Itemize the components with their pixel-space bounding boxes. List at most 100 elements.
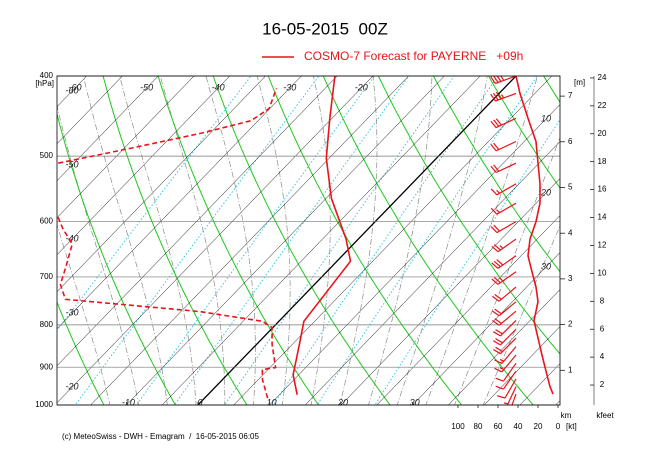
wind-barb (491, 238, 517, 253)
isotherm-label: -60 (65, 86, 78, 96)
kfeet-tick-label: 24 (598, 73, 607, 82)
wind-tick-label: 0 (556, 422, 561, 431)
kfeet-tick-label: 12 (598, 241, 607, 250)
isotherm (412, 252, 560, 405)
isotherm (197, 76, 517, 405)
wind-barb (491, 255, 517, 269)
wind-barb (494, 354, 517, 373)
wind-barb (492, 337, 517, 355)
temperature-line (292, 76, 352, 395)
moist-adiabat (57, 223, 111, 405)
wind-barb (492, 319, 517, 337)
moist-adiabat (368, 76, 433, 405)
mixing-ratio-line (316, 76, 538, 405)
isotherm-label: -60 (69, 82, 82, 92)
x-tick-label: 20 (337, 397, 348, 407)
moist-adiabat (205, 76, 256, 405)
x-tick-label: 0 (197, 397, 202, 407)
wind-barb (490, 221, 517, 234)
footer: (c) MeteoSwiss - DWH - Emagram / 16-05-2… (62, 432, 260, 441)
isotherm-label: -50 (65, 160, 78, 170)
isotherm-label: -30 (65, 308, 78, 318)
isotherm (57, 76, 374, 404)
kfeet-tick-label: 22 (598, 101, 607, 110)
x-tick-label: -10 (122, 397, 135, 407)
isotherm (57, 76, 159, 182)
wind-unit: [kt] (566, 422, 577, 431)
isotherm (126, 76, 445, 405)
wind-tick-label: 60 (494, 422, 503, 431)
wind-barb (490, 162, 517, 174)
isotherm (57, 76, 123, 145)
kfeet-tick-label: 20 (598, 129, 607, 138)
wind-barb (490, 202, 517, 215)
isotherm (161, 76, 481, 405)
isotherm (376, 215, 560, 405)
wind-barb (494, 346, 517, 365)
wind-barb (490, 183, 517, 196)
moist-adiabat (83, 76, 168, 405)
isotherm-label: 10 (541, 113, 551, 123)
dry-adiabat (212, 76, 391, 405)
kfeet-tick-label: 16 (598, 185, 607, 194)
wind-barb (490, 76, 517, 85)
thermo-diagram-lines (57, 76, 560, 405)
isotherm-label: -40 (212, 82, 225, 92)
km-tick-label: 1 (568, 365, 573, 374)
wind-barb (492, 301, 517, 317)
isotherm-label: -20 (65, 382, 78, 392)
mixing-ratio-line (223, 76, 455, 405)
dry-adiabat (57, 111, 176, 405)
isotherm (57, 76, 302, 330)
kfeet-tick-label: 8 (600, 296, 605, 305)
height-axis-label: [m] (574, 78, 585, 87)
isotherm (483, 326, 560, 405)
y-tick-label: 600 (40, 217, 54, 226)
plot-frame (56, 75, 561, 406)
isotherm (340, 178, 560, 405)
isotherm (269, 104, 560, 405)
moist-adiabat (454, 136, 560, 405)
dry-adiabat (267, 76, 463, 405)
moist-adiabat (425, 76, 538, 405)
kfeet-tick-label: 6 (600, 324, 605, 333)
y-tick-label: 500 (40, 151, 54, 160)
height-axis-unit: km (561, 411, 572, 420)
kfeet-tick-label: 14 (598, 213, 607, 222)
wind-barb (490, 140, 517, 152)
y-tick-label: 900 (40, 362, 54, 371)
mixing-ratio-line (135, 76, 375, 405)
dry-adiabat (488, 76, 560, 189)
dewpoint-line (57, 88, 278, 399)
km-tick-label: 2 (568, 320, 573, 329)
y-axis-label: [hPa] (35, 79, 54, 88)
moist-adiabat (119, 76, 197, 405)
feet-axis-unit: kfeet (596, 411, 614, 420)
kfeet-tick-label: 2 (600, 380, 605, 389)
x-tick-label: 30 (410, 397, 420, 407)
wind-barb (495, 362, 517, 382)
wind-tick-label: 40 (514, 422, 523, 431)
wind-barb (492, 328, 517, 346)
y-tick-label: 700 (40, 272, 54, 281)
wind-barb (492, 286, 517, 302)
km-tick-label: 7 (568, 91, 573, 100)
moist-adiabat (482, 225, 560, 405)
y-tick-label: 400 (40, 71, 54, 80)
wind-barb (503, 386, 517, 405)
x-tick-label: 10 (266, 397, 276, 407)
wind-barb (490, 117, 517, 129)
mixing-ratio-line (374, 118, 560, 405)
mixing-ratio-line (57, 76, 252, 332)
moist-adiabat (256, 76, 291, 405)
wind-tick-label: 80 (474, 422, 483, 431)
wind-tick-label: 100 (451, 422, 465, 431)
isotherm-label: -40 (65, 234, 78, 244)
wind-barb (490, 91, 517, 102)
wind-barb (511, 393, 517, 405)
wind-barb (495, 370, 517, 390)
km-tick-label: 3 (568, 274, 573, 283)
